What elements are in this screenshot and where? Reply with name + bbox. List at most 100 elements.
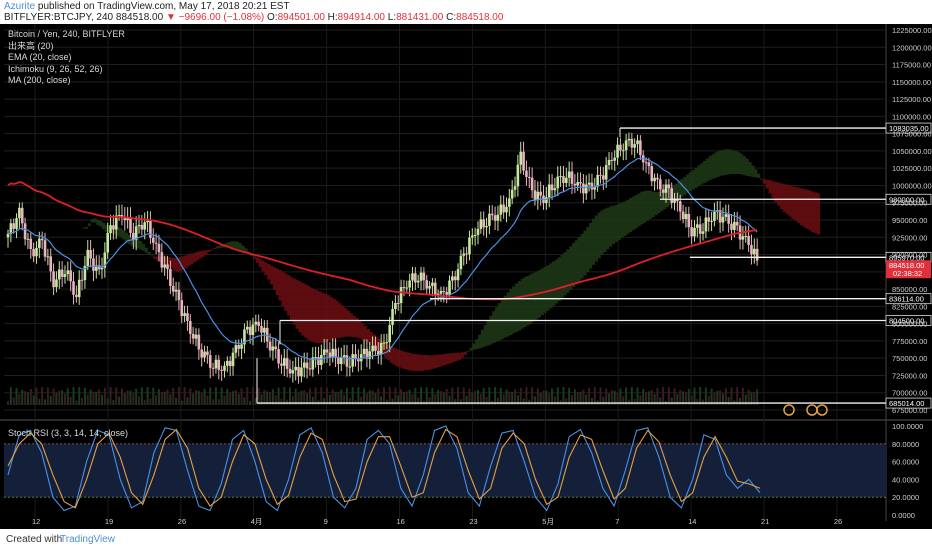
candle-body [385, 342, 389, 344]
volume-bar [132, 393, 135, 405]
candle-body [513, 186, 517, 190]
volume-bar [177, 387, 180, 405]
volume-bar [662, 387, 665, 405]
volume-bar [459, 399, 462, 405]
ichimoku-cloud-segment [133, 237, 137, 248]
candle-body [698, 224, 702, 234]
ichimoku-cloud-segment [250, 254, 254, 256]
candle-body [633, 144, 636, 148]
candle-body [536, 191, 540, 201]
candle-body [132, 232, 135, 240]
candle-body [157, 243, 161, 253]
candle-body [704, 217, 708, 232]
price-tick-label: 975000.00 [892, 199, 927, 208]
ichimoku-cloud-segment [517, 281, 522, 331]
candle-body [23, 223, 27, 240]
ichimoku-cloud-segment [415, 354, 419, 371]
ichimoku-cloud-segment [765, 179, 769, 189]
candle-body [72, 281, 75, 295]
volume-bar [286, 399, 289, 405]
volume-bar [243, 397, 246, 405]
volume-bar [348, 398, 351, 405]
ichimoku-cloud-segment [572, 243, 576, 288]
candle-body [750, 244, 753, 255]
ichimoku-cloud-segment [808, 190, 812, 231]
candle-body [197, 334, 201, 350]
volume-bar [619, 388, 622, 405]
volume-bar [246, 387, 249, 405]
volume-bar [237, 393, 240, 405]
ichimoku-cloud-segment [725, 149, 729, 175]
candle-body [559, 176, 562, 178]
stoch-rsi-band [4, 443, 886, 498]
volume-bar [756, 389, 759, 405]
ichimoku-cloud-segment [779, 183, 784, 210]
ichimoku-cloud-segment [369, 331, 373, 346]
volume-bar [229, 392, 232, 405]
candle-body [328, 352, 332, 358]
ichimoku-cloud-segment [119, 228, 123, 238]
candle-body [653, 177, 656, 182]
volume-bar [212, 399, 215, 405]
volume-bar [485, 397, 488, 405]
ichimoku-cloud-segment [324, 293, 328, 343]
candle-body [462, 253, 466, 256]
volume-bar [189, 388, 192, 405]
legend-volume: 出来高 (20) [8, 40, 54, 51]
volume-bar [653, 394, 656, 405]
price-tick-label: 800000.00 [892, 320, 927, 329]
candle-body [570, 171, 574, 184]
volume-bar [568, 387, 571, 405]
volume-bar [590, 397, 593, 405]
volume-bar [140, 387, 143, 405]
ichimoku-cloud-segment [275, 268, 279, 296]
volume-bar [69, 396, 72, 405]
volume-bar [434, 393, 437, 405]
ichimoku-cloud-segment [569, 246, 573, 291]
ichimoku-cloud-segment [87, 223, 91, 227]
price-chart[interactable]: 1083035.00 980000.00 895970.00 836114.00 804… [0, 24, 932, 526]
ichimoku-cloud-segment [643, 191, 647, 223]
ichimoku-cloud-segment [321, 292, 325, 343]
candle-body [681, 211, 685, 220]
ichimoku-cloud-segment [358, 320, 362, 339]
ichimoku-cloud-segment [637, 193, 641, 227]
time-tick-label: 14 [688, 517, 696, 526]
ichimoku-cloud-segment [460, 352, 465, 358]
ichimoku-cloud-segment [375, 336, 379, 350]
ichimoku-cloud-segment [93, 218, 97, 223]
volume-bar [411, 394, 414, 405]
volume-bar [257, 387, 260, 405]
candle-body [394, 302, 397, 309]
ichimoku-cloud-segment [307, 285, 311, 340]
volume-bar [46, 387, 49, 405]
ichimoku-cloud-segment [156, 256, 160, 261]
ichimoku-cloud-segment [646, 190, 650, 221]
price-tick-label: 900000.00 [892, 251, 927, 260]
time-tick-label: 9 [324, 517, 328, 526]
volume-bar [58, 390, 61, 405]
candle-body [411, 273, 414, 281]
ichimoku-cloud-segment [458, 352, 462, 360]
candle-body [294, 366, 297, 371]
author-link[interactable]: Azurite [4, 1, 36, 12]
volume-bar [605, 388, 608, 405]
ichimoku-cloud-segment [475, 339, 479, 350]
ichimoku-cloud-segment [611, 205, 616, 245]
candle-body [619, 144, 622, 151]
volume-bar [508, 391, 511, 405]
volume-bar [610, 390, 613, 405]
volume-bar [573, 389, 576, 405]
candle-body [186, 313, 189, 321]
ichimoku-cloud-segment [534, 271, 539, 320]
ichimoku-cloud-segment [802, 189, 806, 228]
volume-bar [303, 390, 306, 405]
tradingview-logo[interactable]: TradingView [60, 534, 116, 545]
volume-bar [397, 395, 400, 405]
volume-bar [101, 394, 103, 405]
ichimoku-cloud-segment [754, 169, 758, 178]
volume-bar [582, 389, 585, 405]
volume-bar [29, 388, 32, 405]
volume-bar [311, 396, 314, 405]
ichimoku-cloud-segment [284, 273, 288, 312]
